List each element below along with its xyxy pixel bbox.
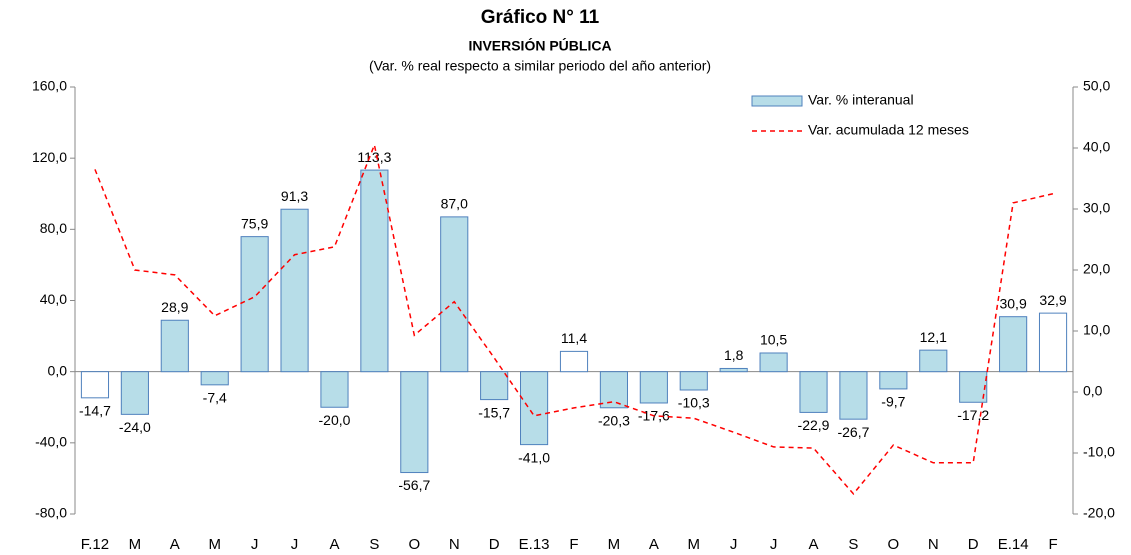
bar <box>240 236 269 373</box>
data-label: -14,7 <box>79 403 111 419</box>
bar <box>719 367 748 373</box>
x-tick-label: F <box>1048 536 1057 553</box>
bar <box>959 371 988 403</box>
bar <box>480 371 509 401</box>
x-tick-label: F <box>569 536 578 553</box>
y-tick-label: -80,0 <box>35 505 67 521</box>
chart-note: (Var. % real respecto a similar periodo … <box>369 58 711 74</box>
bar <box>280 208 309 373</box>
data-label: 75,9 <box>241 215 268 231</box>
bar <box>520 371 549 446</box>
bar <box>639 371 668 404</box>
y-tick-label: -40,0 <box>35 434 67 450</box>
x-tick-label: N <box>928 536 939 553</box>
bar <box>200 371 229 386</box>
bar <box>999 316 1028 373</box>
x-tick-label: S <box>848 536 858 553</box>
data-label: -7,4 <box>203 390 227 406</box>
data-label: -41,0 <box>518 449 550 465</box>
x-tick-label: A <box>809 536 819 553</box>
x-tick-label: J <box>730 536 738 553</box>
data-label: -22,9 <box>798 417 830 433</box>
bar <box>440 216 469 373</box>
bar <box>799 371 828 413</box>
y2-tick-label: 10,0 <box>1083 322 1110 338</box>
data-label: 113,3 <box>357 149 391 165</box>
y-tick-label: 0,0 <box>48 362 68 378</box>
y2-tick-label: 20,0 <box>1083 261 1110 277</box>
data-label: 32,9 <box>1039 292 1066 308</box>
x-tick-label: O <box>408 536 420 553</box>
data-label: -10,3 <box>678 395 710 411</box>
data-label: -9,7 <box>881 394 905 410</box>
x-tick-label: S <box>369 536 379 553</box>
data-label: 10,5 <box>760 332 787 348</box>
bar <box>919 349 948 373</box>
y2-tick-label: 40,0 <box>1083 139 1110 155</box>
bar <box>599 371 628 409</box>
x-tick-label: D <box>968 536 979 553</box>
data-label: 30,9 <box>999 295 1026 311</box>
x-tick-label: J <box>291 536 299 553</box>
bar <box>160 319 189 373</box>
bar <box>400 371 429 474</box>
x-tick-label: O <box>888 536 900 553</box>
data-label: -17,2 <box>957 407 989 423</box>
y2-tick-label: -10,0 <box>1083 444 1115 460</box>
chart-title: Gráfico N° 11 <box>481 7 600 28</box>
bar <box>320 371 349 408</box>
y2-tick-label: 50,0 <box>1083 78 1110 94</box>
bar <box>839 371 868 420</box>
data-label: 87,0 <box>441 196 468 212</box>
bar <box>1038 312 1068 373</box>
x-tick-label: M <box>608 536 621 553</box>
bar <box>759 352 788 373</box>
x-tick-label: D <box>489 536 500 553</box>
x-tick-label: A <box>649 536 659 553</box>
bar <box>879 371 908 390</box>
data-label: -20,3 <box>598 412 630 428</box>
data-label: -26,7 <box>837 424 869 440</box>
x-tick-label: M <box>688 536 701 553</box>
x-tick-label: E.14 <box>998 536 1029 553</box>
legend-swatch <box>751 95 803 107</box>
data-label: 1,8 <box>724 347 744 363</box>
x-tick-label: E.13 <box>519 536 550 553</box>
data-label: 28,9 <box>161 299 188 315</box>
x-tick-label: A <box>170 536 180 553</box>
data-label: 12,1 <box>920 329 947 345</box>
legend-label: Var. % interanual <box>808 92 914 108</box>
data-label: 91,3 <box>281 188 308 204</box>
x-tick-label: M <box>208 536 221 553</box>
y-tick-label: 160,0 <box>32 78 67 94</box>
bar <box>120 371 149 415</box>
x-tick-label: N <box>449 536 460 553</box>
data-label: -20,0 <box>319 412 351 428</box>
y-tick-label: 40,0 <box>40 291 67 307</box>
y2-tick-label: 30,0 <box>1083 200 1110 216</box>
x-tick-label: J <box>770 536 778 553</box>
x-tick-label: J <box>251 536 259 553</box>
x-tick-label: M <box>129 536 142 553</box>
data-label: -15,7 <box>478 404 510 420</box>
chart-subtitle: INVERSIÓN PÚBLICA <box>468 37 611 54</box>
y2-tick-label: 0,0 <box>1083 383 1103 399</box>
data-label: -56,7 <box>398 477 430 493</box>
line <box>94 142 1054 496</box>
legend-label: Var. acumulada 12 meses <box>808 122 969 138</box>
x-tick-label: F.12 <box>81 536 109 553</box>
bar <box>80 371 110 399</box>
bar <box>679 371 708 391</box>
bar <box>360 169 389 373</box>
data-label: 11,4 <box>561 330 587 346</box>
data-label: -24,0 <box>119 419 151 435</box>
bar <box>559 350 589 373</box>
x-tick-label: A <box>329 536 339 553</box>
y2-tick-label: -20,0 <box>1083 505 1115 521</box>
y-tick-label: 80,0 <box>40 220 67 236</box>
y-tick-label: 120,0 <box>32 149 67 165</box>
